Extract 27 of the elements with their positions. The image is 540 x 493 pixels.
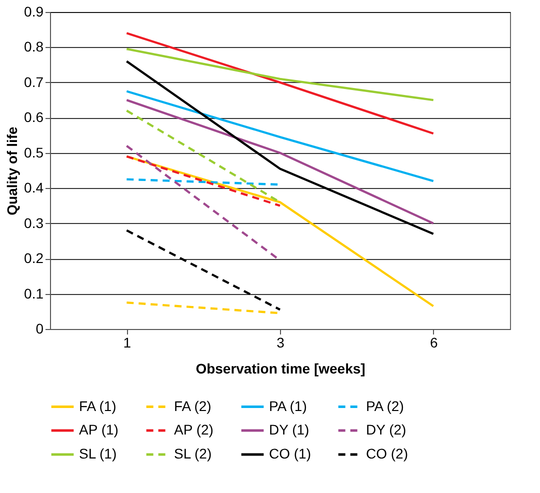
y-tick-label: 0.1 xyxy=(24,285,44,302)
legend-label: SL (2) xyxy=(174,446,212,462)
legend-label: FA (2) xyxy=(174,398,212,414)
y-tick-label: 0.8 xyxy=(24,38,44,55)
x-tick-label: 1 xyxy=(123,334,132,350)
legend-label: FA (1) xyxy=(79,398,116,414)
y-tick-label: 0.5 xyxy=(24,144,44,160)
legend-label: PA (2) xyxy=(366,398,404,414)
y-tick-label: 0.6 xyxy=(24,109,44,126)
y-tick-label: 0.7 xyxy=(24,74,44,90)
y-tick-label: 0.9 xyxy=(24,4,44,20)
x-tick-label: 3 xyxy=(276,334,285,350)
y-tick-label: 0 xyxy=(36,320,44,336)
legend-label: AP (2) xyxy=(174,422,214,438)
y-tick-label: 0.3 xyxy=(24,214,44,231)
x-axis-title: Observation time [weeks] xyxy=(196,360,366,376)
legend-label: CO (1) xyxy=(269,446,311,462)
legend-label: AP (1) xyxy=(79,422,118,438)
y-axis-title: Quality of life xyxy=(4,126,20,216)
x-tick-label: 6 xyxy=(430,334,438,350)
y-tick-label: 0.2 xyxy=(24,250,44,266)
y-tick-label: 0.4 xyxy=(24,180,44,196)
legend-label: SL (1) xyxy=(79,446,117,462)
legend-label: DY (1) xyxy=(269,422,310,438)
legend-label: PA (1) xyxy=(269,398,307,414)
legend-label: DY (2) xyxy=(366,422,406,438)
legend-label: CO (2) xyxy=(366,446,408,462)
